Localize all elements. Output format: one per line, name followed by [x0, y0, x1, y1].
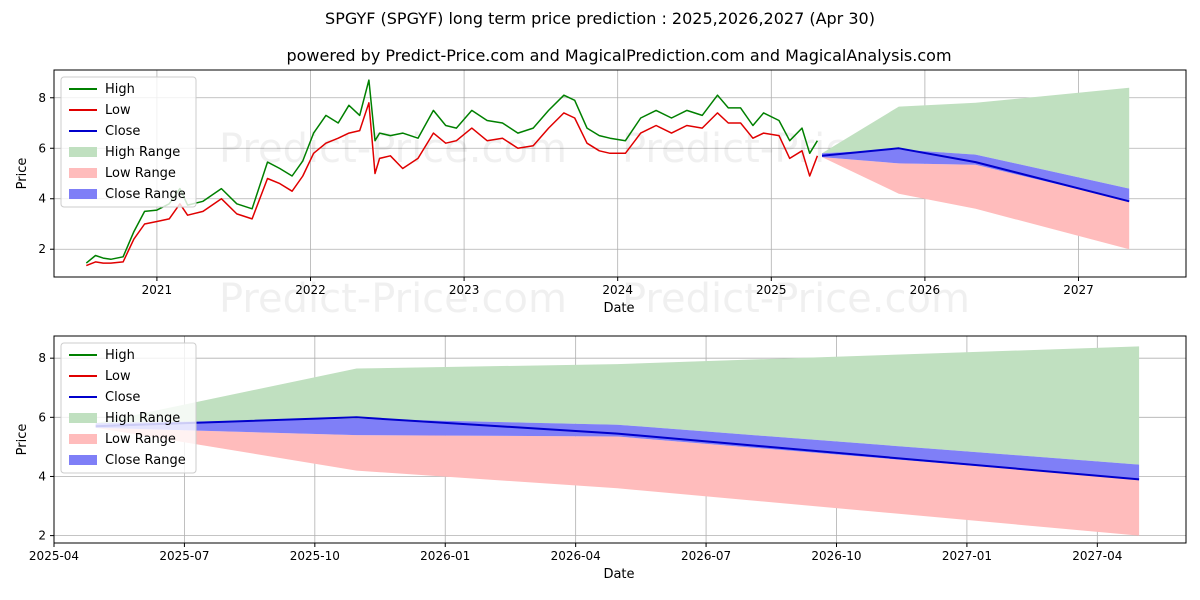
- legend-low-range-label: Low Range: [105, 166, 176, 181]
- y-tick-label: 8: [38, 351, 46, 365]
- low-range-band: [822, 157, 1130, 250]
- legend-close-range-swatch: [69, 455, 97, 465]
- watermark: Predict-Price.com: [622, 276, 970, 322]
- x-tick-label: 2025: [756, 283, 787, 297]
- chart-subtitle: powered by Predict-Price.com and Magical…: [286, 46, 952, 65]
- y-tick-label: 4: [38, 469, 46, 483]
- y-tick-label: 6: [38, 141, 46, 155]
- axes-frame: [53, 69, 1187, 278]
- legend-high-label: High: [105, 82, 135, 97]
- chart-panel-1: Predict-Price.com Predict-Price.com Predic…: [15, 69, 1187, 322]
- close-forecast-line: [95, 416, 1140, 481]
- legend-low-range-swatch: [69, 168, 97, 178]
- watermark: Predict-Price.com: [219, 126, 567, 172]
- x-tick-label: 2026-04: [551, 549, 601, 563]
- chart-panel-2: Predict-Price.comPredict-Price.com2025-0…: [15, 335, 1187, 582]
- close-range-band: [95, 418, 1140, 480]
- high-range-band: [95, 346, 1140, 465]
- high-range-band: [822, 87, 1130, 189]
- legend: High Low Close High Range Low Range Close Ran…: [60, 342, 197, 474]
- y-tick-label: 4: [38, 192, 46, 206]
- watermark: Predict-Price.com: [219, 276, 567, 322]
- x-tick-label: 2027-01: [942, 549, 992, 563]
- x-tick-label: 2021: [142, 283, 173, 297]
- legend-close-range-label: Close Range: [105, 187, 186, 202]
- legend-high-range-swatch: [69, 147, 97, 157]
- y-tick-label: 2: [38, 242, 46, 256]
- x-tick-label: 2023: [449, 283, 480, 297]
- x-tick-label: 2026-01: [420, 549, 470, 563]
- chart-title: SPGYF (SPGYF) long term price prediction…: [325, 9, 875, 28]
- x-tick-label: 2026-07: [681, 549, 731, 563]
- close-range-band: [822, 149, 1130, 202]
- legend-low-range-label: Low Range: [105, 432, 176, 447]
- y-tick-label: 6: [38, 410, 46, 424]
- axes-frame: [53, 335, 1187, 544]
- y-tick-label: 2: [38, 529, 46, 543]
- legend-high-range-label: High Range: [105, 145, 180, 160]
- x-tick-label: 2027-04: [1072, 549, 1122, 563]
- low-series-line: [86, 102, 819, 267]
- legend-close-range-swatch: [69, 189, 97, 199]
- x-tick-label: 2024: [602, 283, 633, 297]
- x-tick-label: 2026-10: [811, 549, 861, 563]
- x-tick-label: 2027: [1063, 283, 1094, 297]
- close-forecast-line: [821, 147, 1130, 203]
- y-axis-label: Price: [15, 424, 30, 456]
- legend-close-label: Close: [105, 124, 140, 139]
- legend: High Low Close High Range Low Range Close Ran…: [60, 76, 197, 208]
- x-tick-label: 2025-07: [159, 549, 209, 563]
- low-range-band: [95, 427, 1140, 536]
- legend-high-range-swatch: [69, 413, 97, 423]
- legend-low-label: Low: [105, 103, 131, 118]
- legend-close-label: Close: [105, 390, 140, 405]
- x-tick-label: 2025-10: [290, 549, 340, 563]
- x-axis-label: Date: [603, 567, 634, 582]
- legend-low-label: Low: [105, 369, 131, 384]
- x-tick-label: 2022: [295, 283, 326, 297]
- x-axis-label: Date: [603, 301, 634, 316]
- y-tick-label: 8: [38, 91, 46, 105]
- plot-area: [95, 346, 1140, 536]
- y-axis-label: Price: [15, 158, 30, 190]
- x-tick-label: 2025-04: [29, 549, 79, 563]
- legend-close-range-label: Close Range: [105, 453, 186, 468]
- legend-high-label: High: [105, 348, 135, 363]
- legend-high-range-label: High Range: [105, 411, 180, 426]
- plot-area: [85, 79, 1130, 267]
- legend-low-range-swatch: [69, 434, 97, 444]
- x-tick-label: 2026: [910, 283, 941, 297]
